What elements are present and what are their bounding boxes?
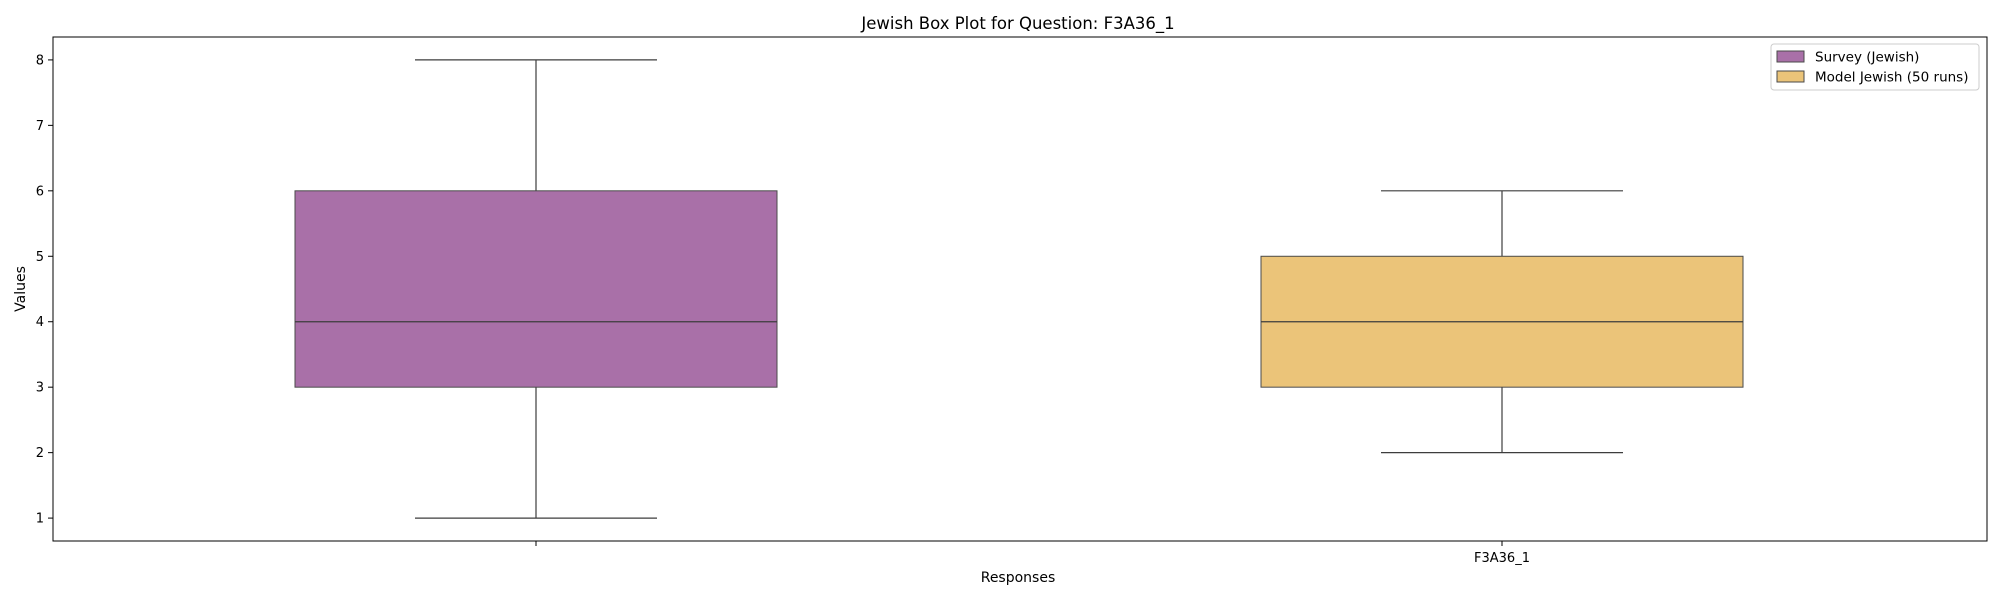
plot-frame [52, 36, 1988, 542]
x-tick-label: F3A36_1 [1474, 551, 1530, 566]
chart-title: Jewish Box Plot for Question: F3A36_1 [860, 14, 1174, 34]
plot-area [294, 59, 1744, 519]
legend-entry-label: Model Jewish (50 runs) [1815, 70, 1968, 86]
y-tick-label: 8 [36, 53, 44, 68]
legend-swatch [1776, 70, 1805, 83]
y-tick-label: 1 [36, 512, 44, 527]
x-axis-label: Responses [981, 570, 1056, 586]
box-1 [294, 59, 778, 519]
legend-entry-label: Survey (Jewish) [1815, 50, 1919, 66]
y-tick-label: 6 [36, 184, 44, 199]
y-tick-label: 7 [36, 119, 44, 134]
y-axis-label: Values [13, 266, 29, 312]
legend-box [1770, 43, 1980, 91]
axes: 1 2 3 4 5 6 7 8 F3A36_1 [36, 53, 1530, 566]
box-2 [1260, 190, 1744, 454]
legend: Survey (Jewish) Model Jewish (50 runs) [1770, 43, 1980, 91]
y-tick-label: 2 [36, 446, 44, 461]
iqr-box [294, 190, 778, 388]
y-tick-label: 5 [36, 250, 44, 265]
y-tick-label: 3 [36, 381, 44, 396]
y-tick-label: 4 [36, 315, 44, 330]
legend-swatch [1776, 50, 1805, 63]
